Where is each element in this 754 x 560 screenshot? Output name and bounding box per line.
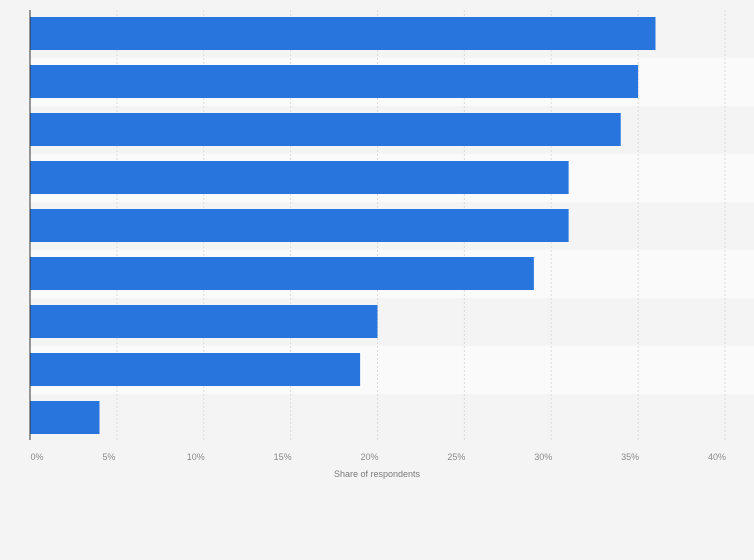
- x-tick-label: 10%: [187, 452, 205, 462]
- x-tick-label: 0%: [30, 452, 43, 462]
- bar[interactable]: [30, 353, 361, 386]
- bar[interactable]: [30, 161, 569, 194]
- x-tick-label: 40%: [708, 452, 726, 462]
- bar[interactable]: [30, 65, 639, 98]
- x-tick-label: 20%: [360, 452, 378, 462]
- bar[interactable]: [30, 209, 569, 242]
- bar[interactable]: [30, 305, 378, 338]
- x-tick-label: 35%: [621, 452, 639, 462]
- bars: [30, 17, 656, 434]
- bar[interactable]: [30, 17, 656, 50]
- x-axis-title: Share of respondents: [334, 469, 421, 479]
- bar[interactable]: [30, 257, 534, 290]
- bar[interactable]: [30, 401, 100, 434]
- x-tick-label: 5%: [102, 452, 115, 462]
- bar[interactable]: [30, 113, 621, 146]
- x-tick-labels: 0% 5% 10% 15% 20% 25% 30% 35% 40%: [30, 452, 726, 462]
- x-tick-label: 15%: [274, 452, 292, 462]
- row-band: [30, 394, 754, 442]
- x-tick-label: 30%: [534, 452, 552, 462]
- x-tick-label: 25%: [447, 452, 465, 462]
